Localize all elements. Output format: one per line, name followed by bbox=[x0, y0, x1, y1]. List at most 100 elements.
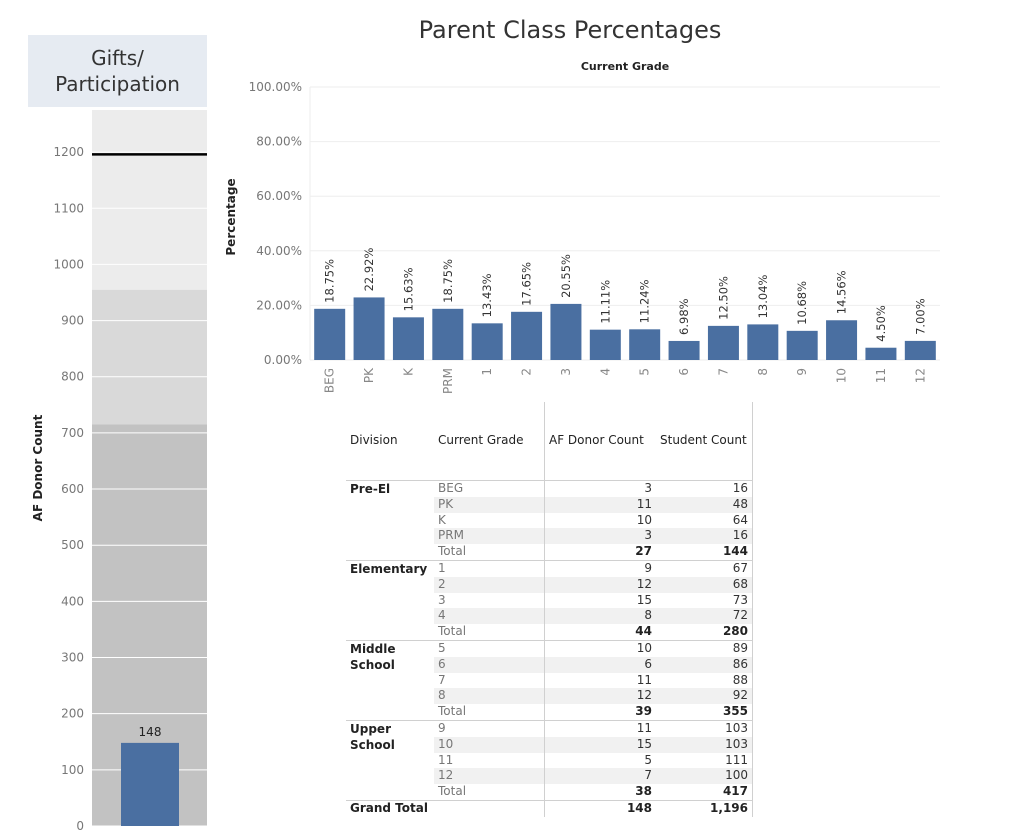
division-label: Elementary bbox=[346, 559, 434, 641]
donor-count-cell: 3 bbox=[544, 528, 656, 545]
y-tick-label: 20.00% bbox=[256, 298, 302, 312]
y-tick-label: 60.00% bbox=[256, 189, 302, 203]
left-tick-label: 1000 bbox=[53, 257, 84, 271]
left-tick-label: 1200 bbox=[53, 145, 84, 159]
donor-count-cell: 15 bbox=[544, 736, 656, 753]
left-tick-label: 600 bbox=[61, 482, 84, 496]
grade-cell: Total bbox=[434, 544, 545, 561]
donor-count-bullet-chart: 0 100 200 300 400 500 600 700 800 900 1000 1100 1200… bbox=[31, 110, 207, 833]
table-row: 10 15 103 bbox=[346, 736, 753, 753]
grade-cell: 2 bbox=[434, 576, 545, 593]
table-row: Upper School 9 11 103 bbox=[346, 719, 753, 801]
grade-cell: BEG bbox=[434, 479, 545, 497]
bar-value-label: 10.68% bbox=[795, 281, 809, 325]
bar-6 bbox=[668, 340, 700, 360]
student-count-cell: 92 bbox=[656, 688, 753, 705]
grand-total-row: Grand Total 148 1,196 bbox=[346, 799, 753, 817]
grade-cell: 7 bbox=[434, 672, 545, 689]
donor-count-cell: 44 bbox=[635, 624, 652, 639]
donor-count-cell: 8 bbox=[544, 608, 656, 625]
bar-value-label: 14.56% bbox=[835, 270, 849, 314]
donor-count-cell: 11 bbox=[636, 672, 652, 687]
table-total-row: Total 44 280 bbox=[346, 624, 753, 641]
left-tick-label: 900 bbox=[61, 314, 84, 328]
table-row: 4 8 72 bbox=[346, 608, 753, 625]
x-tick-label: 11 bbox=[874, 368, 888, 383]
bar-value-label: 15.63% bbox=[401, 267, 415, 311]
table-row: 6 6 86 bbox=[346, 656, 753, 673]
table-total-row: Total 39 355 bbox=[346, 704, 753, 721]
left-tick-label: 200 bbox=[61, 707, 84, 721]
table-row: 7 11 88 bbox=[346, 672, 753, 689]
x-tick-label: 2 bbox=[520, 368, 534, 376]
student-count-cell: 72 bbox=[656, 608, 753, 625]
donor-count-cell: 10 bbox=[544, 639, 656, 657]
bar-value-label: 12.50% bbox=[716, 276, 730, 320]
bar-3 bbox=[550, 303, 582, 360]
gifts-participation-title: Gifts/ Participation bbox=[28, 35, 207, 107]
left-tick-label: 400 bbox=[61, 594, 84, 608]
grade-cell: 3 bbox=[434, 592, 545, 609]
gifts-title-line2: Participation bbox=[55, 72, 180, 96]
band-2 bbox=[92, 110, 207, 290]
grade-cell: PRM bbox=[434, 528, 545, 545]
bar-value-label: 11.24% bbox=[638, 279, 652, 323]
student-count-cell: 100 bbox=[656, 768, 753, 785]
grade-cell: 5 bbox=[434, 639, 545, 657]
grade-cell: Total bbox=[434, 624, 545, 641]
donor-table: Division Current Grade AF Donor Count St… bbox=[346, 402, 753, 817]
bar-12 bbox=[904, 340, 936, 360]
student-count-cell: 64 bbox=[656, 512, 753, 529]
left-tick-label: 500 bbox=[61, 538, 84, 552]
donor-count-cell: 27 bbox=[635, 544, 652, 559]
bar-value-label: 11.11% bbox=[598, 280, 612, 324]
grade-cell: 9 bbox=[434, 719, 545, 737]
student-count-cell: 68 bbox=[656, 576, 753, 593]
student-count-cell: 73 bbox=[656, 592, 753, 609]
grade-cell: 1 bbox=[434, 559, 545, 577]
student-count-cell: 103 bbox=[656, 719, 753, 737]
y-tick-label: 0.00% bbox=[264, 353, 302, 367]
x-tick-label: K bbox=[401, 367, 415, 376]
table-row: 3 15 73 bbox=[346, 592, 753, 609]
grand-total-donor: 148 bbox=[544, 799, 656, 817]
student-count-cell: 86 bbox=[656, 656, 753, 673]
student-count-cell: 103 bbox=[656, 736, 753, 753]
donor-count-table: Division Current Grade AF Donor Count St… bbox=[346, 402, 753, 817]
x-tick-label: 9 bbox=[795, 368, 809, 376]
chart-title: Parent Class Percentages bbox=[418, 16, 722, 44]
table-row: 12 7 100 bbox=[346, 768, 753, 785]
grade-cell: 11 bbox=[434, 752, 545, 769]
bar-value-label: 18.75% bbox=[441, 259, 455, 303]
student-count-cell: 144 bbox=[656, 544, 753, 561]
bar-2 bbox=[511, 311, 543, 360]
bar-PRM bbox=[432, 308, 464, 360]
grade-cell: PK bbox=[434, 496, 545, 513]
grade-cell: 6 bbox=[434, 656, 545, 673]
x-tick-label: 1 bbox=[480, 368, 494, 376]
left-tick-label: 300 bbox=[61, 651, 84, 665]
band-1 bbox=[92, 289, 207, 425]
grade-cell: K bbox=[434, 512, 545, 529]
bar-value-label: 7.00% bbox=[913, 298, 927, 335]
x-tick-label: 12 bbox=[913, 368, 927, 383]
donor-count-bar-label: 148 bbox=[139, 725, 162, 739]
bar-value-label: 13.04% bbox=[756, 274, 770, 318]
left-tick-label: 800 bbox=[61, 370, 84, 384]
parent-class-percentages-chart: Current Grade 0.00% 20.00% 40.00% 60.00% 80.0… bbox=[224, 60, 940, 394]
donor-count-cell: 12 bbox=[544, 688, 656, 705]
table-row: PK 11 48 bbox=[346, 496, 753, 513]
y-tick-label: 80.00% bbox=[256, 135, 302, 149]
grand-total-label: Grand Total bbox=[346, 799, 434, 817]
division-label: Middle School bbox=[346, 639, 434, 721]
student-count-cell: 111 bbox=[656, 752, 753, 769]
header-student-count: Student Count bbox=[656, 402, 753, 481]
student-count-cell: 88 bbox=[656, 672, 753, 689]
division-label: Upper School bbox=[346, 719, 434, 801]
bar-value-label: 17.65% bbox=[520, 262, 534, 306]
bar-8 bbox=[747, 324, 779, 360]
donor-count-cell: 10 bbox=[636, 512, 652, 527]
bar-value-label: 4.50% bbox=[874, 305, 888, 342]
grand-total-spacer bbox=[434, 799, 545, 817]
bar-value-label: 13.43% bbox=[480, 273, 494, 317]
